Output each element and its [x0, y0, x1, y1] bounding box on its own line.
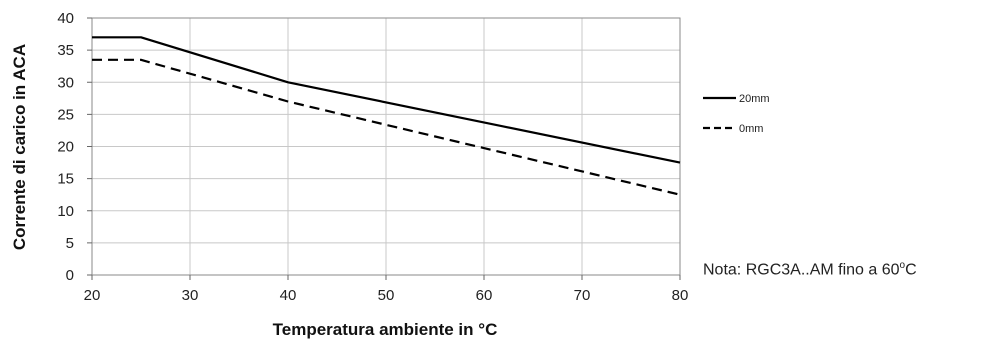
x-tick-label: 60	[476, 287, 493, 304]
x-tick-labels: 20 30 40 50 60 70 80	[84, 287, 689, 304]
x-tick-label: 70	[574, 287, 591, 304]
y-tick-label: 0	[66, 267, 74, 284]
note: Nota: RGC3A..AM fino a 60oC	[703, 260, 917, 279]
x-tick-label: 80	[672, 287, 689, 304]
note-degree: o	[899, 260, 906, 271]
y-tick-label: 35	[57, 42, 74, 59]
axes	[87, 17, 681, 280]
y-tick-label: 25	[57, 106, 74, 123]
y-tick-label: 15	[57, 171, 74, 188]
series-line-0mm	[92, 58, 681, 196]
grid	[91, 17, 681, 276]
x-tick-label: 50	[378, 287, 395, 304]
y-tick-label: 30	[57, 74, 74, 91]
y-tick-label: 20	[57, 139, 74, 156]
y-axis-title: Corrente di carico in ACA	[10, 44, 29, 250]
series-lines	[92, 36, 681, 196]
x-tick-label: 30	[182, 287, 199, 304]
note-unit: C	[905, 261, 917, 279]
x-axis-title: Temperatura ambiente in °C	[273, 320, 498, 339]
y-tick-label: 10	[57, 203, 74, 220]
legend-label: 20mm	[739, 93, 770, 105]
y-tick-label: 5	[66, 235, 74, 252]
y-tick-label: 40	[57, 10, 74, 27]
legend: 20mm 0mm	[703, 93, 770, 135]
x-tick-label: 40	[280, 287, 297, 304]
x-tick-label: 20	[84, 287, 101, 304]
note-text: Nota: RGC3A..AM fino a 60	[703, 261, 900, 279]
legend-label: 0mm	[739, 123, 763, 135]
y-tick-labels: 0 5 10 15 20 25 30 35 40	[57, 10, 74, 284]
series-line-20mm	[92, 36, 681, 164]
